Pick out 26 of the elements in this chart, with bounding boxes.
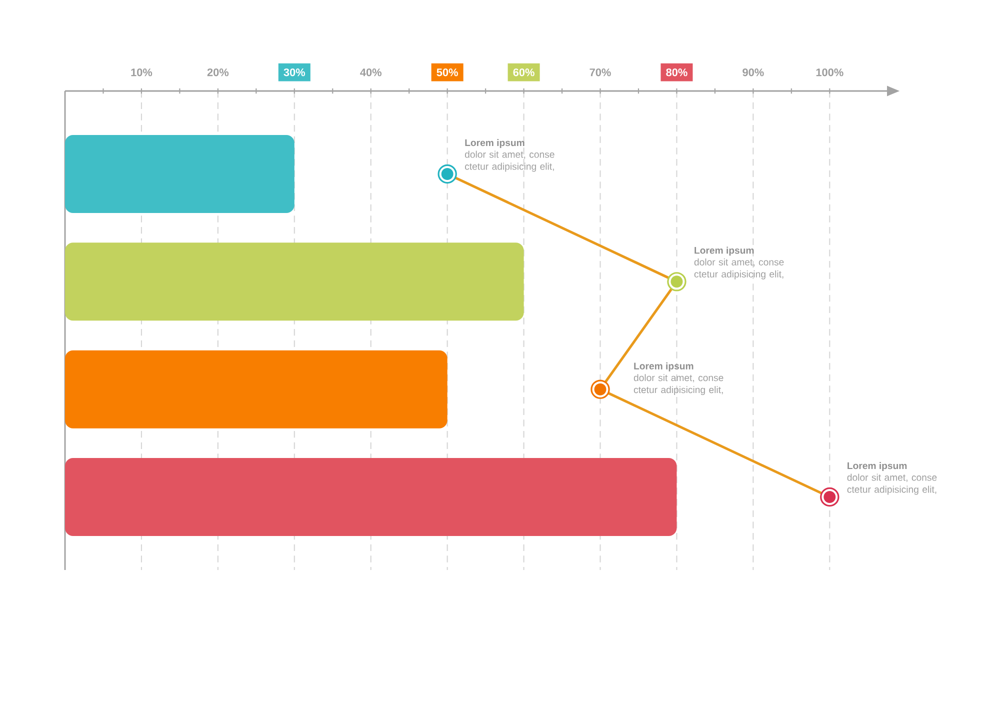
annotation: Lorem ipsum [634,362,694,372]
point [667,272,686,292]
x-tick-label: 80% [666,68,688,76]
x-tick-label: 40% [360,68,382,76]
bar [65,242,524,321]
x-tick-label: 30% [284,68,306,76]
annotation: dolor sit amet, conse ctetur adipisicing elit, [847,474,937,495]
bar [65,350,448,428]
annotation: Lorem ipsum [465,139,524,148]
point [820,487,840,507]
x-tick-label: 70% [590,68,611,76]
annotation: Lorem ipsum [694,246,754,256]
x-tick-label: 100% [816,68,844,76]
annotation: Lorem ipsum [848,462,907,471]
x-tick-label: 10% [131,68,152,76]
x-tick-label: 50% [436,68,458,76]
bar [65,458,677,536]
point [438,164,457,184]
bar [65,135,294,213]
x-tick-label: 20% [207,68,229,76]
annotation: dolor sit amet, conse ctetur adipisicing elit, [464,150,554,172]
annotation: dolor sit amet, conse ctetur adipisicing elit, [634,374,724,396]
point [590,380,610,399]
x-tick-label: 60% [513,68,534,76]
x-tick-label: 90% [742,68,764,76]
annotation: dolor sit amet, conse ctetur adipisicing elit, [694,258,784,280]
